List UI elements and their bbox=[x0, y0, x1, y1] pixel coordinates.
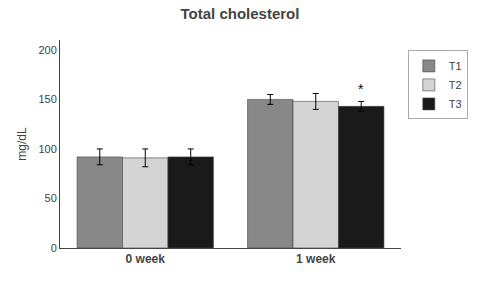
svg-text:0 week: 0 week bbox=[126, 252, 166, 266]
svg-text:T2: T2 bbox=[449, 79, 462, 91]
svg-text:1 week: 1 week bbox=[296, 252, 336, 266]
svg-text:Total cholesterol: Total cholesterol bbox=[181, 5, 300, 22]
svg-text:50: 50 bbox=[45, 192, 57, 204]
svg-text:mg/dL: mg/dL bbox=[15, 127, 29, 161]
svg-text:T3: T3 bbox=[449, 98, 462, 110]
svg-text:T1: T1 bbox=[449, 60, 462, 72]
svg-text:*: * bbox=[358, 81, 364, 97]
svg-text:0: 0 bbox=[51, 242, 57, 254]
svg-text:150: 150 bbox=[38, 93, 56, 105]
svg-text:200: 200 bbox=[38, 44, 56, 56]
svg-text:100: 100 bbox=[38, 143, 56, 155]
